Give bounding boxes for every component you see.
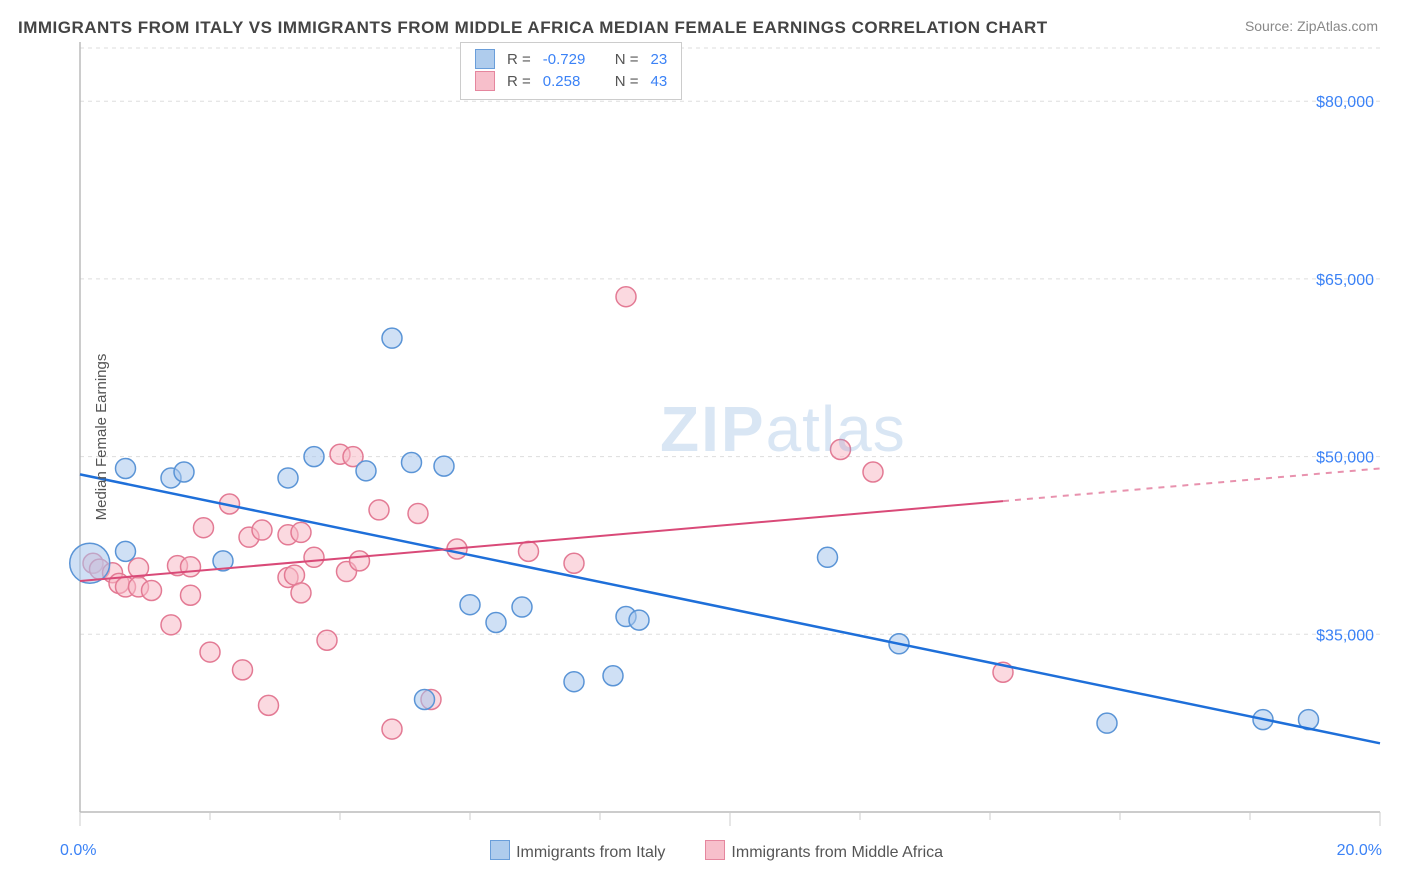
series-legend-item: Immigrants from Italy [490,840,665,862]
legend-swatch [475,71,495,91]
chart-title: IMMIGRANTS FROM ITALY VS IMMIGRANTS FROM… [18,18,1048,38]
source-link[interactable]: ZipAtlas.com [1297,18,1378,34]
y-axis-label: Median Female Earnings [93,354,110,521]
chart-area: Median Female Earnings $35,000 $50,000 $65… [20,42,1386,832]
legend-swatch [475,49,495,69]
svg-text:$65,000: $65,000 [1316,272,1374,289]
svg-text:$50,000: $50,000 [1316,450,1374,467]
legend-r-value: 0.258 [543,73,603,90]
legend-swatch [705,840,725,860]
correlation-legend: R = -0.729 N = 23 R = 0.258 N = 43 [460,42,682,100]
legend-row: R = 0.258 N = 43 [475,71,667,91]
series-legend: Immigrants from Italy Immigrants from Mid… [490,840,943,862]
legend-n-label: N = [615,73,639,90]
x-axis-max: 20.0% [1337,842,1382,860]
x-axis-min: 0.0% [60,842,96,860]
legend-r-value: -0.729 [543,51,603,68]
series-name: Immigrants from Middle Africa [731,844,943,861]
series-name: Immigrants from Italy [516,844,665,861]
legend-r-label: R = [507,51,531,68]
legend-n-value: 43 [651,73,668,90]
scatter-chart: $35,000 $50,000 $65,000 $80,000 [20,42,1386,832]
legend-swatch [490,840,510,860]
series-legend-item: Immigrants from Middle Africa [705,840,943,862]
svg-text:$80,000: $80,000 [1316,94,1374,111]
legend-r-label: R = [507,73,531,90]
svg-text:$35,000: $35,000 [1316,627,1374,644]
legend-n-value: 23 [651,51,668,68]
legend-row: R = -0.729 N = 23 [475,49,667,69]
source-label: Source: ZipAtlas.com [1245,18,1378,34]
legend-n-label: N = [615,51,639,68]
